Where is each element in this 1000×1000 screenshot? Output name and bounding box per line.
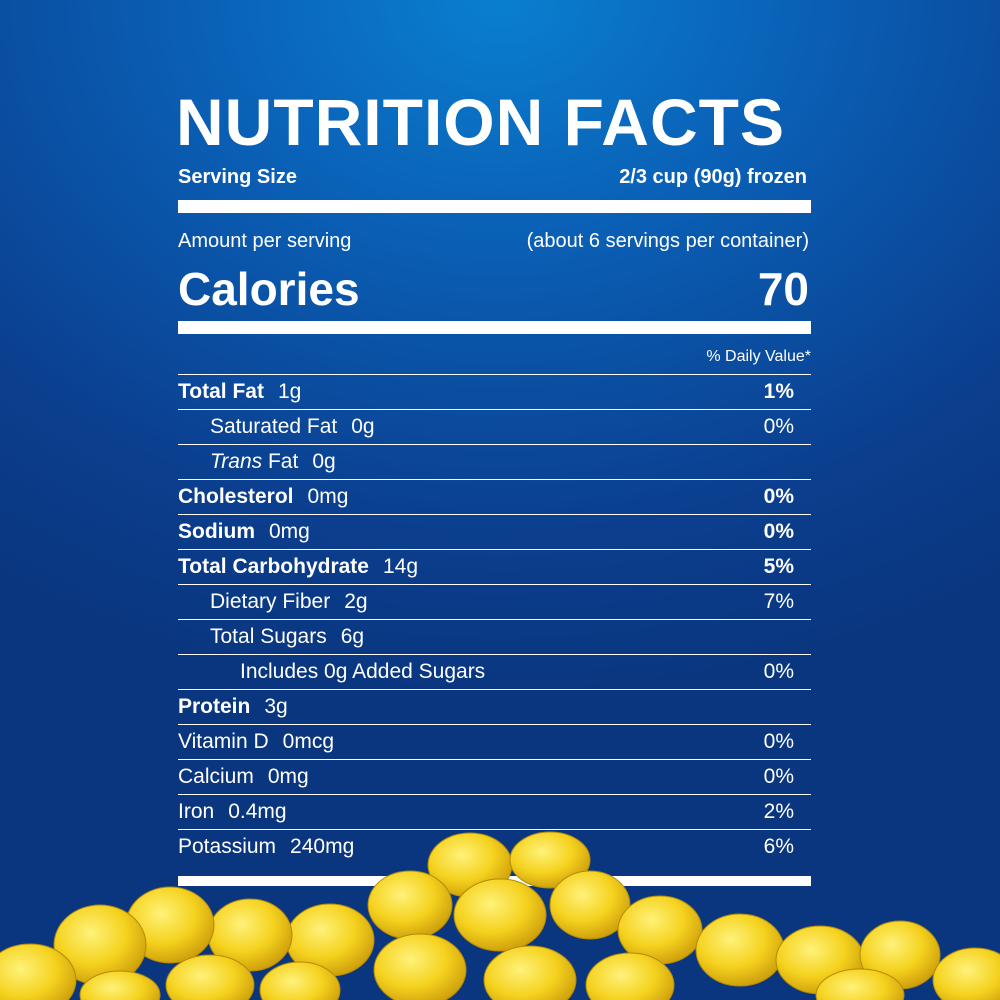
nutrient-row: Vitamin D 0mcg 0% [178, 724, 811, 759]
nutrient-label: Sodium 0mg [178, 520, 310, 544]
nutrient-amount: 3g [264, 695, 288, 718]
corn-kernels-image [0, 831, 1000, 1000]
nutrient-name: Vitamin D [178, 730, 269, 753]
nutrient-row: Total Sugars 6g [178, 619, 811, 654]
daily-value-percent: 0% [763, 660, 794, 683]
nutrient-row: Dietary Fiber 2g 7% [178, 584, 811, 619]
nutrient-amount: 0mcg [282, 730, 335, 753]
nutrient-name: Total Fat [178, 380, 264, 403]
page-title: NUTRITION FACTS [176, 85, 785, 159]
nutrient-label: Total Sugars 6g [210, 625, 364, 649]
daily-value-header: % Daily Value* [706, 348, 811, 365]
daily-value-percent: 5% [763, 555, 794, 578]
nutrient-name: Iron [178, 800, 215, 823]
nutrient-name: Sodium [178, 520, 255, 543]
nutrient-name: Total Carbohydrate [178, 555, 369, 578]
nutrient-name-suffix: Fat [262, 450, 299, 473]
nutrient-label: Trans Fat 0g [210, 450, 336, 474]
nutrient-name: Total Sugars [210, 625, 327, 648]
nutrient-label: Total Carbohydrate 14g [178, 555, 418, 579]
nutrient-label: Vitamin D 0mcg [178, 730, 334, 754]
nutrient-name: Protein [178, 695, 251, 718]
nutrient-name: Saturated Fat [210, 415, 338, 438]
serving-size-label: Serving Size [178, 166, 297, 188]
nutrient-name: Potassium [178, 835, 277, 858]
calories-row: Calories 70 [178, 262, 811, 316]
nutrient-list: Total Fat 1g 1% Saturated Fat 0g 0% Trans Fat 0… [178, 374, 811, 864]
nutrient-name: Dietary Fiber [210, 590, 331, 613]
nutrient-row: Total Fat 1g 1% [178, 374, 811, 409]
nutrient-row: Calcium 0mg 0% [178, 759, 811, 794]
nutrient-row: Trans Fat 0g [178, 444, 811, 479]
thick-divider [178, 321, 811, 334]
nutrient-amount: 240mg [290, 835, 355, 858]
daily-value-percent: 1% [763, 380, 794, 403]
serving-size-row: Serving Size 2/3 cup (90g) frozen [178, 166, 811, 189]
nutrient-row: Iron 0.4mg 2% [178, 794, 811, 829]
nutrient-name: Includes 0g Added Sugars [240, 660, 486, 683]
nutrient-row: Protein 3g [178, 689, 811, 724]
nutrient-row: Total Carbohydrate 14g 5% [178, 549, 811, 584]
nutrient-name: Trans [210, 450, 263, 473]
nutrient-row: Potassium 240mg 6% [178, 829, 811, 864]
nutrient-amount: 0g [312, 450, 336, 473]
thick-divider [178, 200, 811, 213]
nutrient-label: Saturated Fat 0g [210, 415, 375, 439]
nutrient-label: Potassium 240mg [178, 835, 354, 859]
daily-value-percent: 7% [763, 590, 794, 613]
nutrient-amount: 14g [382, 555, 419, 578]
amount-per-serving-row: Amount per serving (about 6 servings per… [178, 230, 811, 253]
daily-value-percent: 2% [763, 800, 794, 823]
nutrient-label: Dietary Fiber 2g [210, 590, 368, 614]
daily-value-percent: 0% [763, 415, 794, 438]
daily-value-percent: 0% [763, 730, 794, 753]
daily-value-percent: 0% [763, 765, 794, 788]
nutrient-amount: 0mg [267, 765, 309, 788]
nutrient-amount: 0mg [269, 520, 310, 543]
nutrient-label: Iron 0.4mg [178, 800, 287, 824]
amount-per-serving-label: Amount per serving [178, 230, 352, 252]
calories-value: 70 [757, 263, 809, 315]
nutrient-row: Cholesterol 0mg 0% [178, 479, 811, 514]
nutrient-row: Sodium 0mg 0% [178, 514, 811, 549]
daily-value-percent: 0% [763, 485, 794, 508]
serving-size-value: 2/3 cup (90g) frozen [619, 166, 807, 188]
nutrient-amount: 0.4mg [228, 800, 287, 823]
nutrient-name: Cholesterol [178, 485, 294, 508]
nutrient-name: Calcium [178, 765, 254, 788]
nutrient-amount: 6g [340, 625, 365, 648]
nutrient-amount: 1g [277, 380, 302, 403]
calories-label: Calories [178, 263, 360, 315]
nutrient-amount: 0mg [307, 485, 349, 508]
nutrient-label: Protein 3g [178, 695, 288, 719]
nutrient-amount: 2g [344, 590, 368, 613]
nutrient-row: Includes 0g Added Sugars 0% [178, 654, 811, 689]
nutrient-label: Total Fat 1g [178, 380, 301, 404]
daily-value-percent: 6% [763, 835, 794, 858]
nutrient-amount: 0g [351, 415, 375, 438]
nutrient-label: Includes 0g Added Sugars [240, 660, 485, 684]
daily-value-percent: 0% [763, 520, 794, 543]
nutrient-label: Cholesterol 0mg [178, 485, 348, 509]
servings-per-container: (about 6 servings per container) [526, 230, 809, 252]
nutrient-label: Calcium 0mg [178, 765, 309, 789]
nutrient-row: Saturated Fat 0g 0% [178, 409, 811, 444]
